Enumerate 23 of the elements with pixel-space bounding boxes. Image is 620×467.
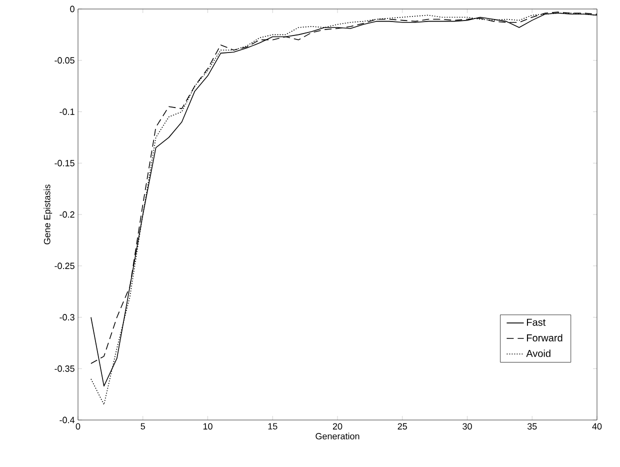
x-tick-label: 40 [592,423,602,430]
legend-label: Avoid [526,350,550,358]
y-tick-label: -0.2 [60,211,74,218]
legend-label: Forward [526,334,562,342]
y-tick-label: -0.4 [60,416,75,424]
x-tick-label: 30 [462,423,472,430]
y-tick-label: -0.25 [54,262,74,270]
x-axis-title: Generation [316,432,360,440]
x-tick-label: 15 [268,423,278,430]
x-tick-label: 0 [76,423,80,430]
y-tick-label: -0.3 [60,314,74,320]
x-tick-label: 35 [527,423,537,430]
x-tick-label: 10 [203,423,212,430]
y-tick-label: -0.15 [54,160,74,166]
x-tick-label: 20 [332,423,342,430]
legend-label: Fast [526,318,546,326]
y-tick-label: -0.1 [60,108,74,115]
x-tick-label: 25 [398,423,407,430]
x-tick-label: 5 [140,423,146,430]
y-tick-label: -0.05 [54,57,74,64]
y-tick-label: 0 [70,6,74,12]
y-axis-title: Gene Epistasis [44,184,52,244]
y-tick-label: -0.35 [54,365,74,372]
